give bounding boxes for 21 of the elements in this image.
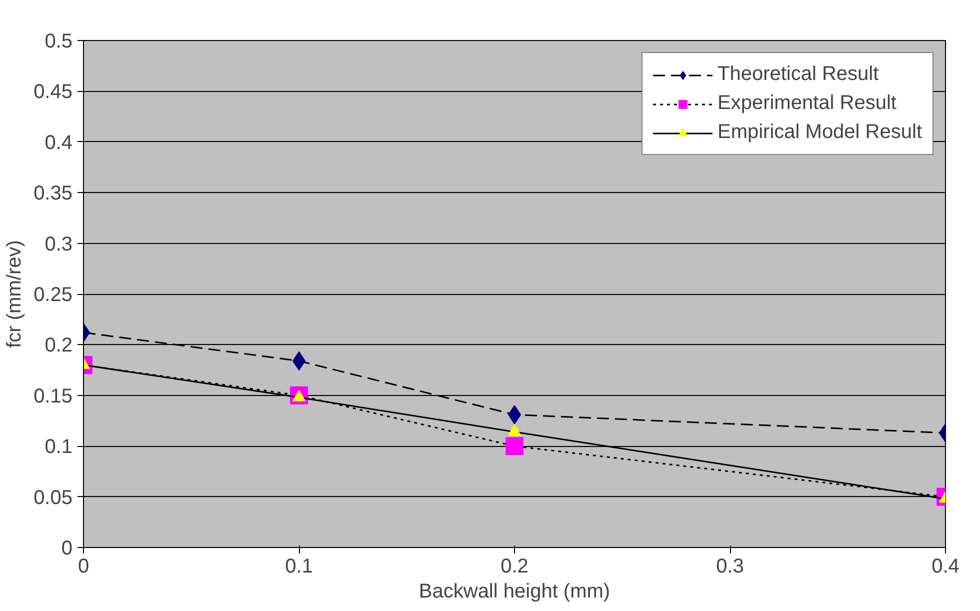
y-tick-label: 0.45: [34, 81, 73, 104]
y-tick-label: 0.35: [34, 182, 73, 205]
y-tick-label: 0.3: [44, 233, 73, 256]
y-tick-label: 0.05: [34, 486, 73, 509]
y-axis-title: fcr (mm/rev): [4, 240, 26, 348]
legend-label: Empirical Model Result: [717, 121, 922, 144]
x-tick-label: 0: [78, 556, 90, 578]
y-tick-label: 0.4: [44, 132, 73, 154]
x-axis-title: Backwall height (mm): [418, 580, 610, 602]
legend-label: Experimental Result: [717, 92, 896, 115]
legend-label: Theoretical Result: [717, 63, 879, 86]
y-tick-label: 0.15: [34, 385, 73, 408]
x-tick-label: 0.2: [500, 556, 528, 578]
y-tick-label: 0.25: [34, 284, 73, 306]
x-tick-label: 0.3: [716, 556, 744, 578]
y-tick-label: 0.5: [44, 30, 73, 52]
y-tick-label: 0: [61, 538, 72, 560]
x-tick-label: 0.4: [932, 556, 960, 578]
y-tick-label: 0.1: [44, 436, 73, 458]
y-tick-label: 0.2: [44, 334, 73, 357]
x-tick-label: 0.1: [285, 556, 313, 578]
